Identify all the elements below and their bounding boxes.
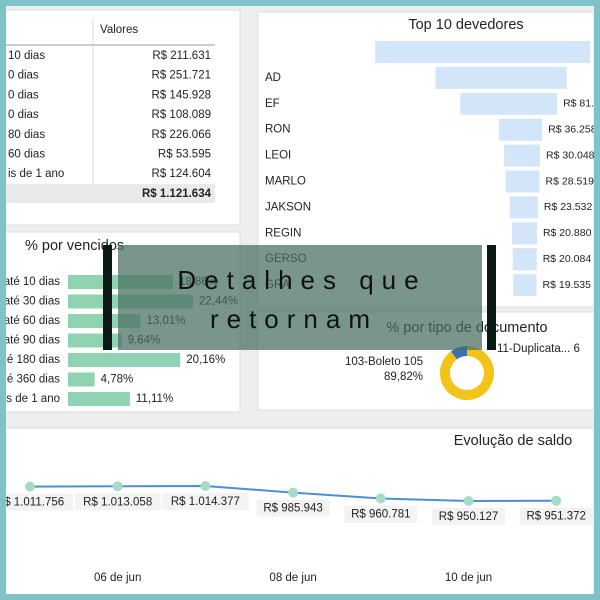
x-tick-label: 10 de jun — [445, 572, 492, 584]
chart-title: % por vencidos — [25, 238, 124, 254]
bar-label: JAKSON — [265, 201, 311, 213]
slice-label: 11-Duplicata... 6 — [497, 343, 580, 355]
bar — [68, 372, 95, 387]
value-label: R$ 19.535 — [543, 279, 592, 291]
label-box — [0, 493, 73, 511]
bar-label: REGIN — [265, 227, 301, 239]
point — [200, 481, 211, 491]
bar — [68, 353, 181, 367]
bar — [498, 118, 543, 141]
value-label: 11,11% — [136, 393, 173, 405]
x-tick-label: 06 de jun — [94, 572, 141, 584]
value-label: R$ 960.781 — [351, 509, 410, 521]
row-value: R$ 145.928 — [152, 89, 211, 101]
overlay-line: retornam — [210, 304, 378, 334]
value-label: R$ 30.048 — [546, 149, 595, 161]
row-value: R$ 108.089 — [152, 109, 211, 121]
bar — [68, 392, 130, 406]
bar-label: AD — [265, 72, 281, 84]
bar-label: até 60 dias — [4, 315, 61, 327]
row-label: 0 dias — [8, 70, 39, 82]
bar — [504, 144, 541, 167]
point — [25, 481, 35, 492]
value-label: R$ 1.014.377 — [171, 496, 240, 508]
overlay-line: Detalhes que — [177, 265, 426, 295]
bar — [68, 333, 122, 348]
bar — [512, 248, 537, 271]
row-value: R$ 226.066 — [152, 129, 211, 141]
table-header: Valores — [100, 24, 138, 36]
label-box — [344, 505, 418, 523]
chart-title: Top 10 devedores — [408, 17, 523, 33]
bar — [509, 196, 538, 219]
point — [463, 496, 474, 506]
row-label: 80 dias — [8, 129, 45, 141]
row-value: R$ 211.631 — [152, 50, 211, 62]
point — [375, 493, 386, 504]
bar-label: EF — [265, 98, 280, 110]
bar — [460, 92, 558, 115]
bar-label: é 360 dias — [7, 374, 60, 386]
label-box — [256, 499, 330, 517]
overlay-bar-right — [487, 245, 496, 350]
row-label: 0 dias — [8, 109, 39, 121]
point — [112, 481, 123, 492]
bar-label: s de 1 ano — [6, 393, 60, 405]
value-label: R$ 950.127 — [439, 511, 498, 523]
value-label: 4,78% — [101, 374, 134, 386]
row-label: 60 dias — [8, 149, 45, 161]
bar — [512, 222, 537, 245]
value-label: R$ 20.880 — [543, 227, 592, 239]
value-label: R$ 1.011.756 — [0, 497, 64, 509]
bar-label: RON — [265, 124, 291, 136]
slice-value: 89,82% — [384, 371, 423, 383]
value-label: R$ 23.532 — [544, 201, 593, 213]
point — [288, 487, 299, 498]
x-tick-label: 08 de jun — [269, 572, 316, 584]
row-label: is de 1 ano — [8, 168, 64, 180]
bar-label: é 180 dias — [7, 354, 60, 366]
point — [551, 495, 562, 506]
row-value: R$ 251.721 — [152, 70, 211, 82]
value-label: R$ 81. — [563, 98, 594, 110]
bar — [435, 66, 567, 89]
table-total: R$ 1.121.634 — [142, 188, 212, 200]
label-box — [162, 493, 249, 510]
value-label: 20,16% — [186, 354, 225, 366]
chart-title: Evolução de saldo — [454, 433, 573, 449]
bar — [375, 41, 591, 63]
bar-label: até 30 dias — [4, 296, 61, 308]
bar-label: MARLO — [265, 176, 306, 188]
label-box — [74, 493, 161, 511]
overlay-bar-left — [103, 245, 112, 350]
bar — [513, 274, 537, 297]
row-label: 10 dias — [8, 50, 45, 62]
donut-slice — [440, 346, 495, 400]
value-label: R$ 36.258 — [548, 123, 597, 135]
value-label: R$ 28.519 — [546, 175, 595, 187]
row-value: R$ 124.604 — [152, 168, 212, 180]
bar-label: até 90 dias — [4, 335, 61, 347]
table-total-row — [0, 184, 215, 203]
bar-label: até 10 dias — [4, 276, 61, 288]
label-box — [519, 507, 593, 525]
slice-label: 103-Boleto 105 — [345, 356, 423, 368]
value-label: R$ 20.084 — [543, 253, 592, 265]
value-label: R$ 951.372 — [526, 511, 585, 523]
row-label: 0 dias — [8, 89, 39, 101]
row-value: R$ 53.595 — [158, 149, 211, 161]
value-label: R$ 985.943 — [263, 503, 322, 515]
value-label: R$ 1.013.058 — [83, 496, 152, 508]
label-box — [432, 508, 505, 525]
overlay-box — [118, 245, 482, 350]
bar-label: LEOI — [265, 150, 291, 162]
bar — [505, 170, 540, 193]
